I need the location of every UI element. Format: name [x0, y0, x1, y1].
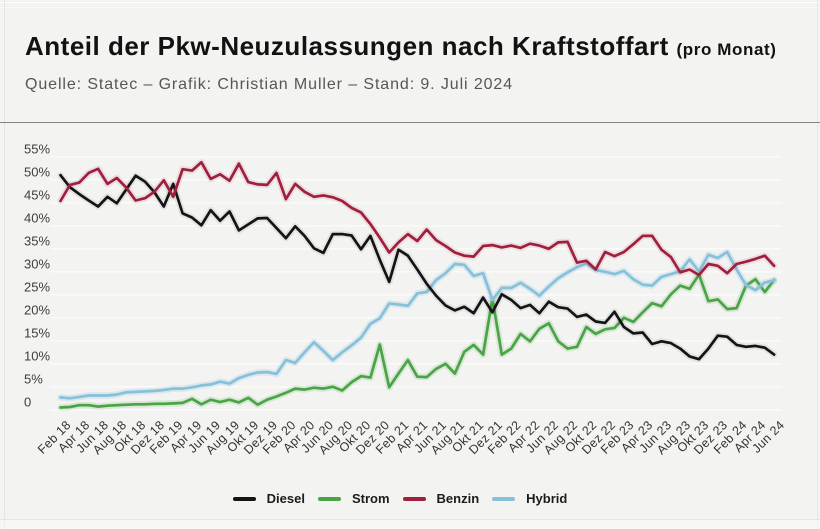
svg-text:45%: 45%	[24, 188, 50, 203]
svg-text:5%: 5%	[24, 372, 43, 387]
svg-text:40%: 40%	[24, 211, 50, 226]
svg-text:50%: 50%	[24, 165, 50, 180]
svg-text:55%: 55%	[24, 142, 50, 157]
svg-text:25%: 25%	[24, 280, 50, 295]
svg-text:15%: 15%	[24, 326, 50, 341]
svg-text:20%: 20%	[24, 303, 50, 318]
svg-text:0: 0	[24, 395, 31, 410]
svg-text:35%: 35%	[24, 234, 50, 249]
svg-text:10%: 10%	[24, 349, 50, 364]
svg-text:30%: 30%	[24, 257, 50, 272]
